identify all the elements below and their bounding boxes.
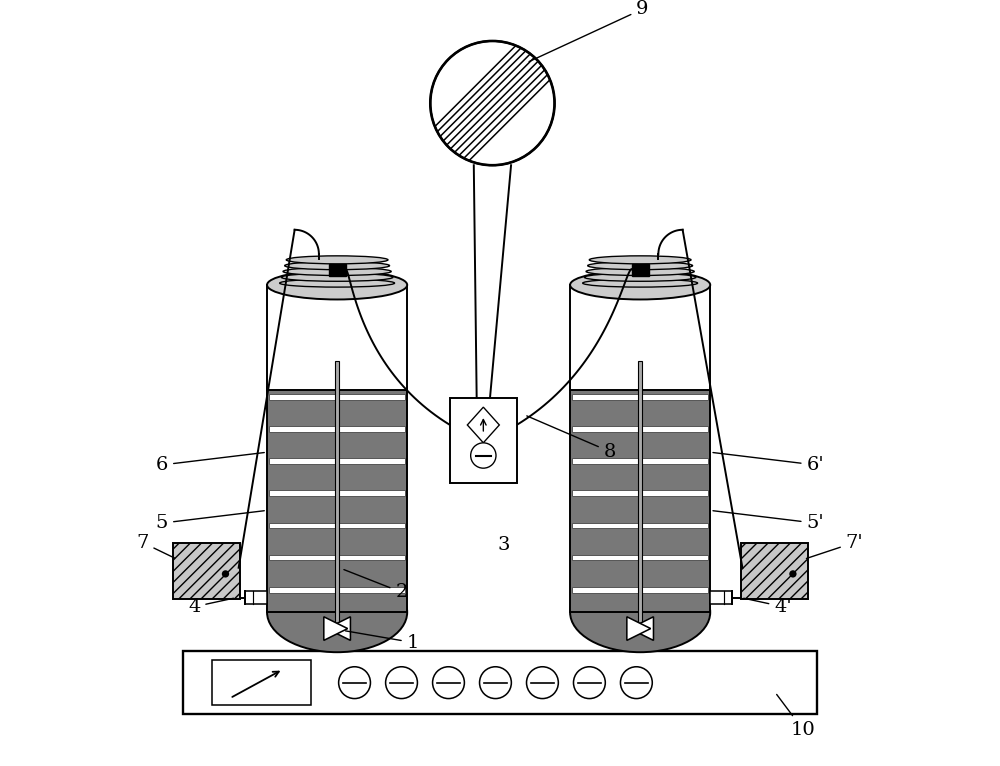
- Bar: [572, 458, 708, 464]
- Ellipse shape: [570, 270, 710, 300]
- Bar: [269, 555, 405, 561]
- Circle shape: [386, 666, 417, 699]
- Text: 4': 4': [744, 597, 792, 616]
- Circle shape: [789, 570, 797, 578]
- Bar: [329, 264, 346, 276]
- Bar: [245, 591, 267, 604]
- Circle shape: [527, 666, 558, 699]
- Text: 9: 9: [529, 0, 649, 61]
- Ellipse shape: [267, 270, 407, 300]
- Text: 7': 7': [806, 533, 863, 558]
- Bar: [269, 490, 405, 496]
- Bar: [572, 522, 708, 529]
- Ellipse shape: [285, 262, 390, 270]
- Circle shape: [620, 666, 652, 699]
- Polygon shape: [627, 617, 651, 640]
- Bar: [572, 394, 708, 400]
- Ellipse shape: [283, 267, 391, 276]
- Bar: [212, 660, 311, 705]
- Text: 8: 8: [527, 416, 616, 460]
- Text: 5: 5: [156, 511, 264, 532]
- Circle shape: [573, 666, 605, 699]
- Polygon shape: [324, 617, 348, 640]
- Bar: [638, 362, 642, 623]
- Ellipse shape: [267, 572, 407, 652]
- Bar: [572, 490, 708, 496]
- Ellipse shape: [588, 262, 693, 270]
- Bar: [572, 587, 708, 593]
- Bar: [183, 651, 817, 715]
- Ellipse shape: [583, 279, 698, 287]
- Text: 10: 10: [777, 695, 815, 738]
- Ellipse shape: [281, 273, 393, 281]
- Polygon shape: [467, 408, 499, 443]
- Bar: [710, 591, 732, 604]
- Bar: [269, 394, 405, 400]
- Bar: [269, 426, 405, 432]
- Bar: [267, 387, 407, 612]
- Text: 2: 2: [344, 570, 408, 601]
- Circle shape: [433, 666, 464, 699]
- Bar: [267, 285, 407, 391]
- Text: 6': 6': [713, 453, 824, 474]
- Circle shape: [430, 41, 555, 165]
- Bar: [335, 362, 339, 623]
- Ellipse shape: [586, 267, 694, 276]
- Circle shape: [480, 666, 511, 699]
- Circle shape: [471, 443, 496, 468]
- Bar: [269, 522, 405, 529]
- Bar: [450, 398, 517, 483]
- Ellipse shape: [280, 279, 395, 287]
- Polygon shape: [630, 617, 653, 640]
- Circle shape: [222, 570, 229, 578]
- Text: 3: 3: [498, 536, 510, 554]
- Ellipse shape: [584, 273, 696, 281]
- Bar: [269, 458, 405, 464]
- Polygon shape: [327, 617, 350, 640]
- Bar: [632, 264, 649, 276]
- Circle shape: [430, 41, 555, 165]
- Text: 6: 6: [156, 453, 264, 474]
- Text: 5': 5': [713, 511, 824, 532]
- Bar: [741, 542, 808, 598]
- Ellipse shape: [570, 572, 710, 652]
- Bar: [570, 285, 710, 391]
- Text: 4: 4: [188, 597, 233, 616]
- Bar: [269, 587, 405, 593]
- Ellipse shape: [589, 256, 691, 264]
- Bar: [173, 542, 240, 598]
- Bar: [572, 555, 708, 561]
- Ellipse shape: [286, 256, 388, 264]
- Bar: [570, 387, 710, 612]
- Bar: [572, 426, 708, 432]
- Text: 1: 1: [345, 631, 419, 652]
- Circle shape: [339, 666, 370, 699]
- Text: 7: 7: [136, 533, 175, 558]
